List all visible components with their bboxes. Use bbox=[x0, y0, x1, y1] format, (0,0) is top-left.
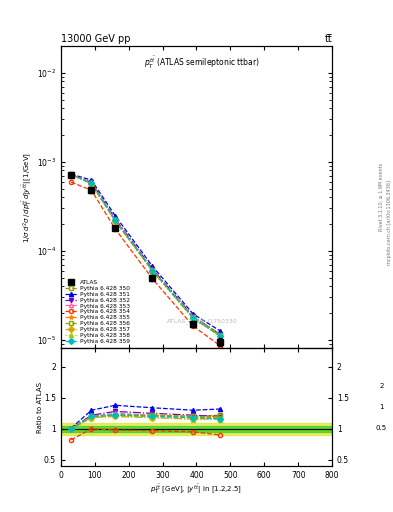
Text: mcplots.cern.ch [arXiv:1306.3436]: mcplots.cern.ch [arXiv:1306.3436] bbox=[387, 180, 391, 265]
Y-axis label: $1/\sigma\,d^2\sigma\,/\,dp^{t\bar{t}}_T\,d|y^{t\bar{t}}|\,[1/\mathrm{GeV}]$: $1/\sigma\,d^2\sigma\,/\,dp^{t\bar{t}}_T… bbox=[21, 152, 35, 243]
Y-axis label: Ratio to ATLAS: Ratio to ATLAS bbox=[37, 381, 42, 433]
X-axis label: $p^{\,t\bar{t}}_T$ [GeV], $|y^{\,t\bar{t}}|$ in [1.2,2.5]: $p^{\,t\bar{t}}_T$ [GeV], $|y^{\,t\bar{t… bbox=[151, 482, 242, 497]
Text: 2


1


0.5: 2 1 0.5 bbox=[376, 383, 387, 431]
Text: $p_T^{t\bar{t}}$ (ATLAS semileptonic ttbar): $p_T^{t\bar{t}}$ (ATLAS semileptonic ttb… bbox=[144, 55, 260, 71]
Text: ATLAS_2019_I1750330: ATLAS_2019_I1750330 bbox=[167, 318, 237, 324]
Text: Rivet 3.1.10, ≥ 1.9M events: Rivet 3.1.10, ≥ 1.9M events bbox=[379, 163, 384, 231]
Bar bbox=[61, 425, 332, 432]
Text: tt̅: tt̅ bbox=[324, 33, 332, 44]
Bar bbox=[61, 422, 332, 435]
Text: 13000 GeV pp: 13000 GeV pp bbox=[61, 33, 130, 44]
Legend: ATLAS, Pythia 6.428 350, Pythia 6.428 351, Pythia 6.428 352, Pythia 6.428 353, P: ATLAS, Pythia 6.428 350, Pythia 6.428 35… bbox=[64, 279, 131, 346]
